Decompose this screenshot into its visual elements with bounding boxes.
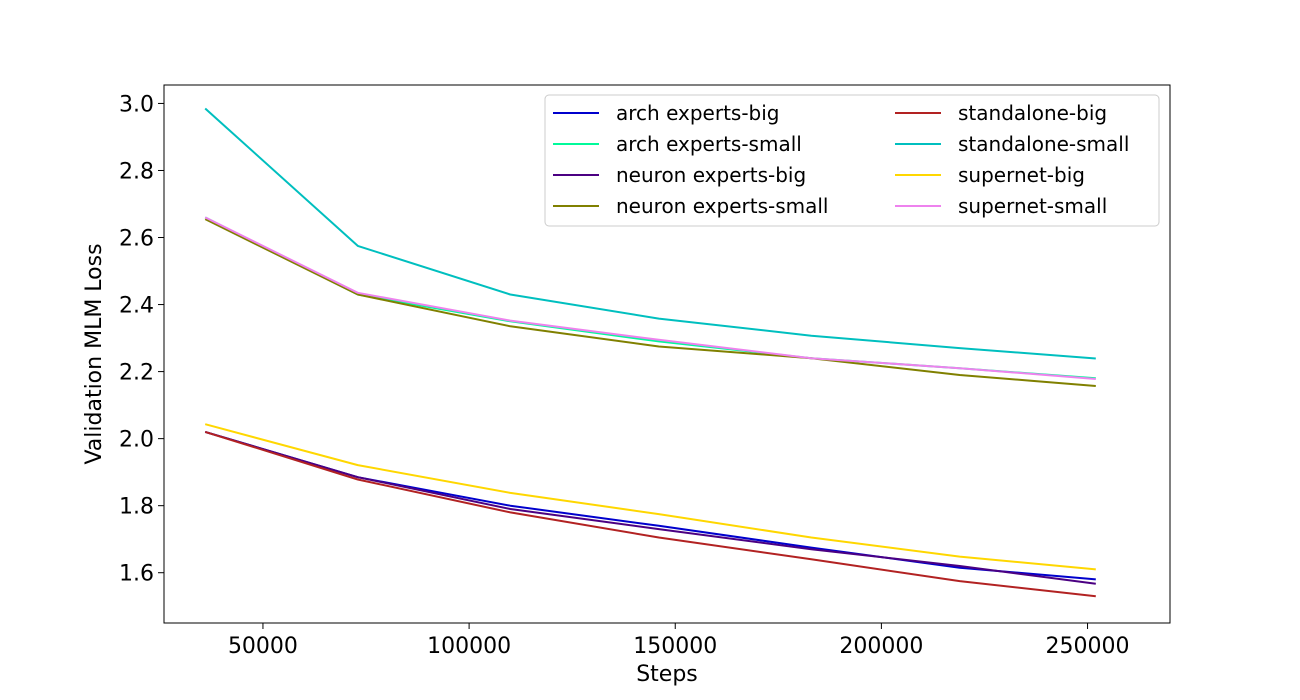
- legend-label-6: supernet-big: [958, 163, 1085, 187]
- series-line-3: [204, 218, 1096, 387]
- y-tick-label: 2.2: [119, 361, 154, 386]
- x-axis-title: Steps: [636, 662, 698, 687]
- legend-label-1: arch experts-small: [616, 132, 802, 156]
- x-tick-label: 150000: [633, 634, 717, 659]
- series-line-1: [204, 216, 1096, 380]
- series-lines: [204, 107, 1096, 598]
- legend-box: [544, 94, 1160, 227]
- y-tick-label: 1.6: [119, 562, 154, 587]
- x-tick-label: 200000: [839, 634, 923, 659]
- legend-label-3: neuron experts-small: [616, 194, 828, 218]
- y-axis-title: Validation MLM Loss: [82, 243, 107, 464]
- x-tick-label: 50000: [228, 634, 298, 659]
- series-line-6: [204, 423, 1096, 571]
- y-tick-label: 2.8: [119, 159, 154, 184]
- series-line-2: [204, 430, 1096, 585]
- x-tick-label: 250000: [1046, 634, 1130, 659]
- series-line-4: [204, 430, 1096, 598]
- x-tick-label: 100000: [427, 634, 511, 659]
- legend-label-4: standalone-big: [958, 101, 1107, 125]
- y-axis: 1.6 1.8 2.0 2.2 2.4 2.6 2.8 3.0: [119, 92, 164, 587]
- legend-label-7: supernet-small: [958, 194, 1107, 218]
- legend-label-2: neuron experts-big: [616, 163, 806, 187]
- y-tick-label: 1.8: [119, 495, 154, 520]
- series-line-5: [204, 107, 1096, 360]
- legend-label-0: arch experts-big: [616, 101, 780, 125]
- y-tick-label: 3.0: [119, 92, 154, 117]
- series-line-7: [204, 216, 1096, 380]
- legend: arch experts-big arch experts-small neuron…: [544, 94, 1160, 227]
- y-tick-label: 2.6: [119, 227, 154, 252]
- legend-label-5: standalone-small: [958, 132, 1129, 156]
- y-tick-label: 2.4: [119, 294, 154, 319]
- y-tick-label: 2.0: [119, 428, 154, 453]
- x-axis: 50000 100000 150000 200000 250000: [228, 623, 1130, 659]
- plot-area-frame: [163, 84, 1171, 624]
